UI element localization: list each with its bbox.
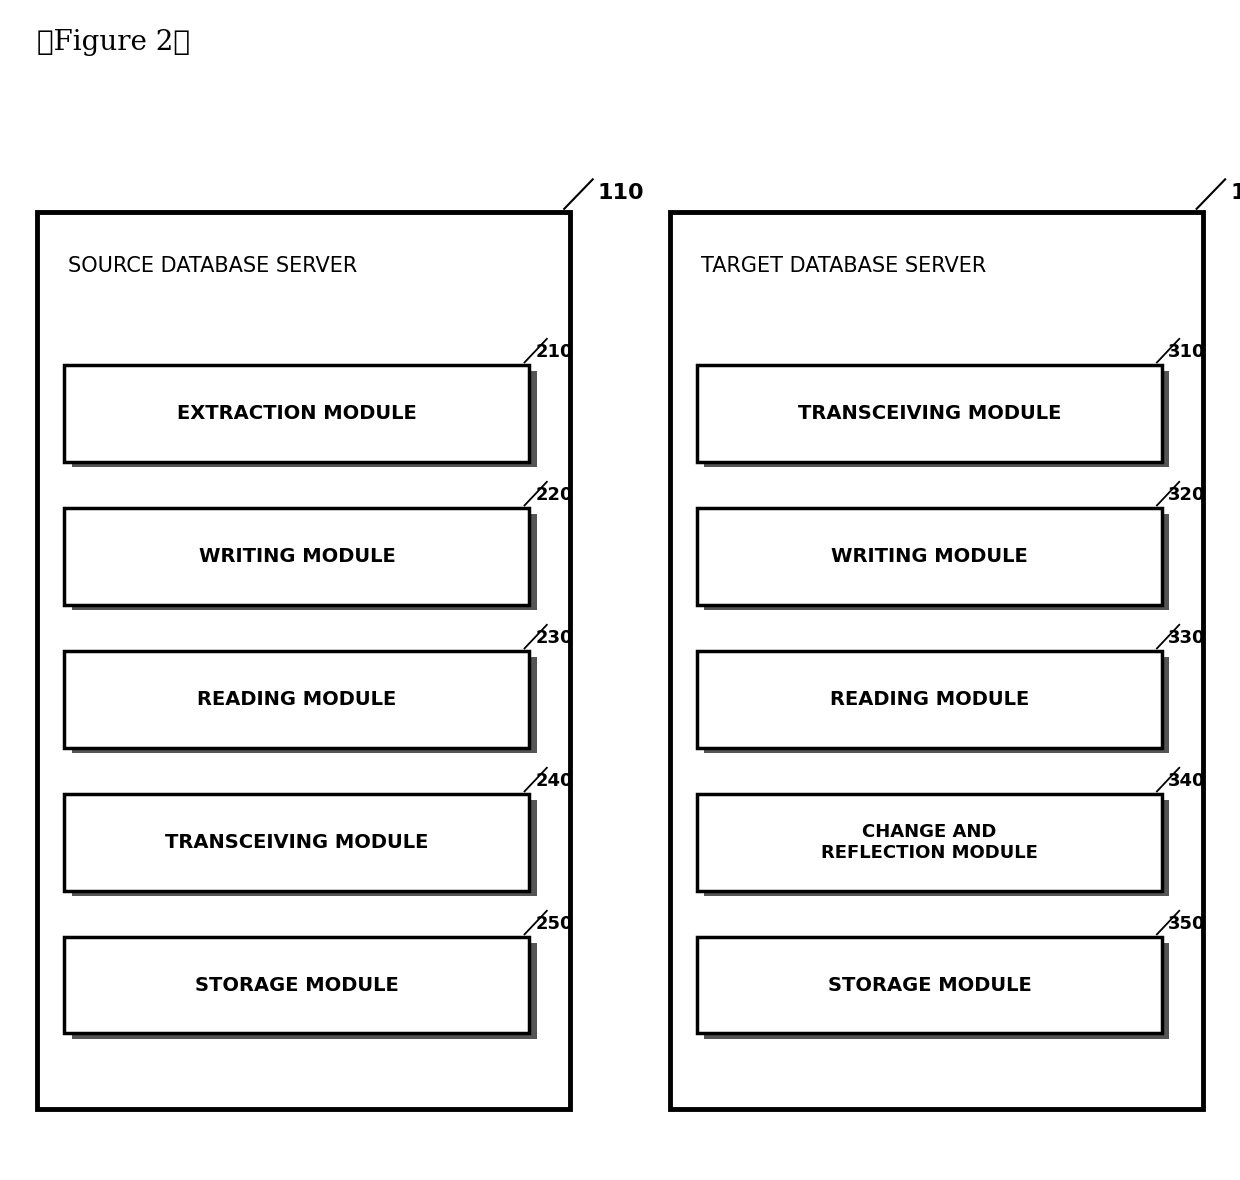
- Text: 230: 230: [536, 629, 573, 647]
- Bar: [64, 937, 529, 1034]
- Text: WRITING MODULE: WRITING MODULE: [198, 546, 396, 565]
- Bar: [697, 365, 1162, 461]
- Bar: [72, 371, 537, 467]
- Text: READING MODULE: READING MODULE: [830, 689, 1029, 709]
- Bar: [697, 507, 1162, 604]
- Bar: [670, 212, 1203, 1109]
- Text: 120: 120: [1230, 183, 1240, 203]
- Text: 350: 350: [1168, 916, 1205, 933]
- Bar: [704, 371, 1169, 467]
- Bar: [64, 507, 529, 604]
- Text: 320: 320: [1168, 486, 1205, 504]
- Bar: [697, 937, 1162, 1034]
- Text: 340: 340: [1168, 772, 1205, 791]
- Text: 210: 210: [536, 343, 573, 361]
- Text: TRANSCEIVING MODULE: TRANSCEIVING MODULE: [797, 404, 1061, 422]
- Bar: [704, 656, 1169, 753]
- Text: SOURCE DATABASE SERVER: SOURCE DATABASE SERVER: [68, 256, 357, 275]
- Text: 【Figure 2】: 【Figure 2】: [37, 30, 190, 57]
- Text: STORAGE MODULE: STORAGE MODULE: [827, 976, 1032, 995]
- Bar: [72, 513, 537, 610]
- Text: CHANGE AND
REFLECTION MODULE: CHANGE AND REFLECTION MODULE: [821, 822, 1038, 861]
- Bar: [37, 212, 570, 1109]
- Bar: [697, 650, 1162, 748]
- Text: TRANSCEIVING MODULE: TRANSCEIVING MODULE: [165, 833, 429, 852]
- Text: 310: 310: [1168, 343, 1205, 361]
- Text: READING MODULE: READING MODULE: [197, 689, 397, 709]
- Bar: [72, 800, 537, 897]
- Text: 220: 220: [536, 486, 573, 504]
- Text: 330: 330: [1168, 629, 1205, 647]
- Text: 240: 240: [536, 772, 573, 791]
- Bar: [64, 794, 529, 891]
- Bar: [64, 650, 529, 748]
- Bar: [704, 800, 1169, 897]
- Bar: [72, 943, 537, 1040]
- Text: EXTRACTION MODULE: EXTRACTION MODULE: [177, 404, 417, 422]
- Text: 250: 250: [536, 916, 573, 933]
- Text: 110: 110: [598, 183, 645, 203]
- Bar: [72, 656, 537, 753]
- Bar: [704, 513, 1169, 610]
- Bar: [64, 365, 529, 461]
- Text: TARGET DATABASE SERVER: TARGET DATABASE SERVER: [701, 256, 986, 275]
- Bar: [704, 943, 1169, 1040]
- Bar: [697, 794, 1162, 891]
- Text: STORAGE MODULE: STORAGE MODULE: [195, 976, 399, 995]
- Text: WRITING MODULE: WRITING MODULE: [831, 546, 1028, 565]
